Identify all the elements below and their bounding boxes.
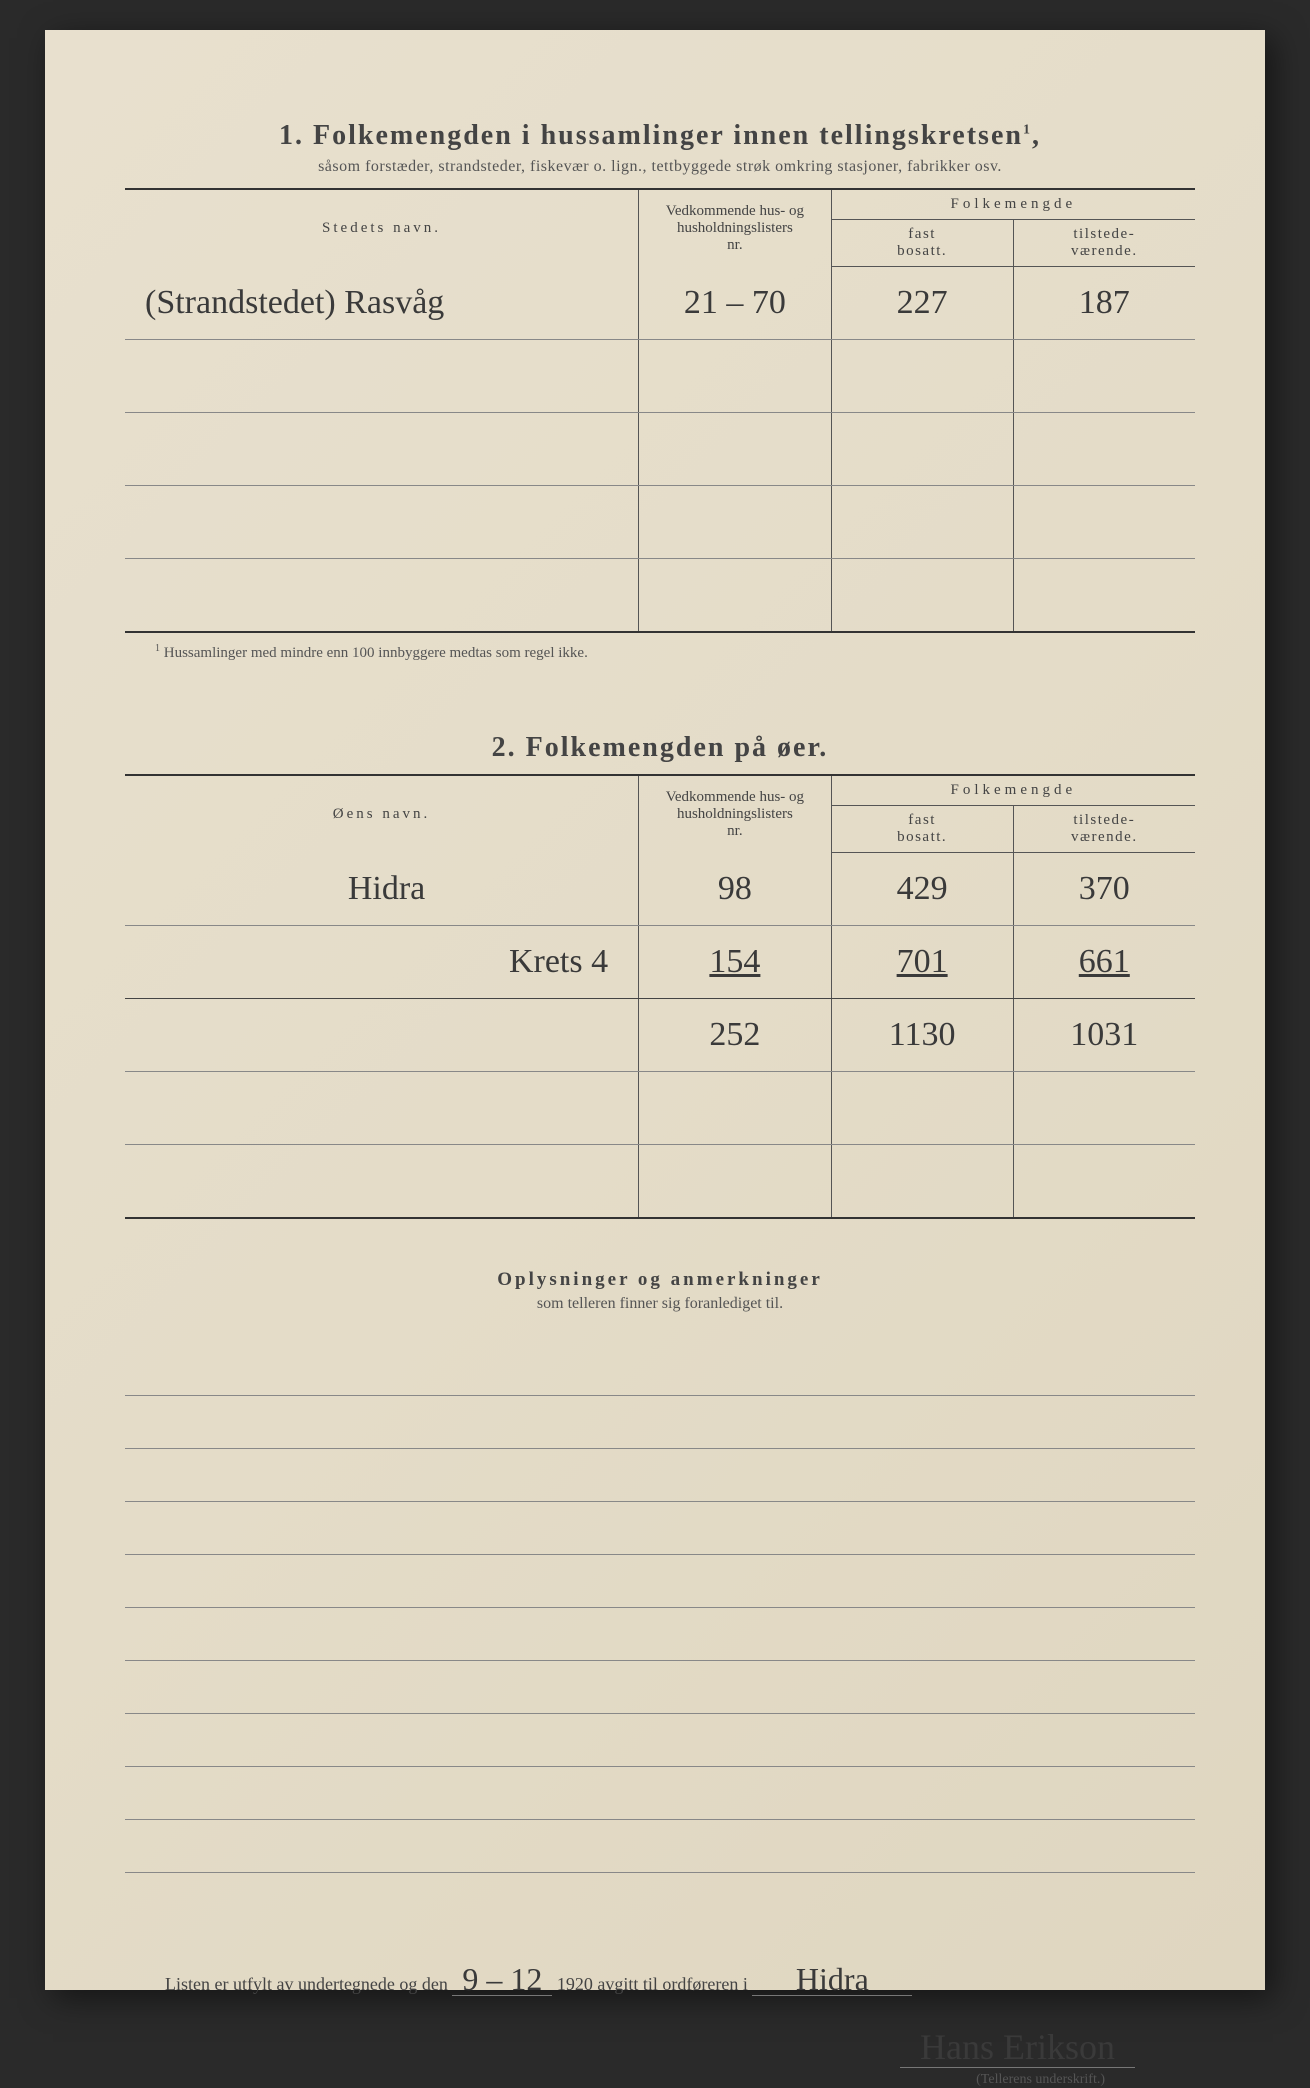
th-fast2: fast bosatt. [831, 806, 1013, 853]
cell-nr: 98 [639, 853, 832, 926]
table-row [125, 486, 1195, 559]
ruled-line [125, 1449, 1195, 1502]
document-page: 1. Folkemengden i hussamlinger innen tel… [45, 30, 1265, 1990]
ruled-line [125, 1714, 1195, 1767]
th-tilstede: tilstede- værende. [1013, 220, 1195, 267]
remarks-title: Oplysninger og anmerkninger [125, 1269, 1195, 1291]
table-row [125, 559, 1195, 632]
footer-text-after: avgitt til ordføreren i [597, 1974, 747, 1994]
table-row: Krets 4 154 701 661 [125, 926, 1195, 999]
table-row [125, 340, 1195, 413]
th-nr: Vedkommende hus- og husholdningslisters … [639, 190, 832, 267]
cell-fast: 227 [831, 267, 1013, 340]
cell-til: 661 [1013, 926, 1195, 999]
th-folkemengde2: Folkemengde [831, 776, 1195, 806]
cell-fast: 429 [831, 853, 1013, 926]
cell-nr: 154 [639, 926, 832, 999]
th-nr2: Vedkommende hus- og husholdningslisters … [639, 776, 832, 853]
table-row [125, 1145, 1195, 1218]
cell-name [125, 999, 639, 1072]
table-row: (Strandstedet) Rasvåg 21 – 70 227 187 [125, 267, 1195, 340]
section2-title: 2. Folkemengden på øer. [125, 732, 1195, 764]
table-row [125, 1072, 1195, 1145]
section1-title: 1. Folkemengden i hussamlinger innen tel… [125, 120, 1195, 152]
table-row: 252 1130 1031 [125, 999, 1195, 1072]
cell-fast: 1130 [831, 999, 1013, 1072]
section1-title-comma: , [1032, 120, 1041, 151]
cell-til: 187 [1013, 267, 1195, 340]
cell-nr: 252 [639, 999, 832, 1072]
ruled-line [125, 1555, 1195, 1608]
cell-nr: 21 – 70 [639, 267, 832, 340]
section1-bottom-rule [125, 631, 1195, 633]
footer-year: 1920 [557, 1974, 593, 1994]
section2-table: Øens navn. Vedkommende hus- og husholdni… [125, 776, 1195, 1217]
signature-label: (Tellerens underskrift.) [125, 2072, 1195, 2088]
th-tilstede2: tilstede- værende. [1013, 806, 1195, 853]
cell-name: Hidra [125, 853, 639, 926]
section1-footnote: 1 Hussamlinger med mindre enn 100 innbyg… [125, 643, 1195, 662]
ruled-line [125, 1502, 1195, 1555]
cell-name: (Strandstedet) Rasvåg [125, 267, 639, 340]
cell-til: 370 [1013, 853, 1195, 926]
th-fast: fast bosatt. [831, 220, 1013, 267]
ruled-line [125, 1608, 1195, 1661]
table-row [125, 413, 1195, 486]
cell-fast: 701 [831, 926, 1013, 999]
ruled-line [125, 1820, 1195, 1873]
ruled-line [125, 1767, 1195, 1820]
section2-bottom-rule [125, 1217, 1195, 1219]
ruled-line [125, 1396, 1195, 1449]
th-folkemengde: Folkemengde [831, 190, 1195, 220]
ruled-line [125, 1661, 1195, 1714]
section1-title-text: Folkemengden i hussamlinger innen tellin… [313, 120, 1023, 151]
th-stedets-navn: Stedets navn. [125, 190, 639, 267]
th-oens-navn: Øens navn. [125, 776, 639, 853]
footer-text-before: Listen er utfylt av undertegnede og den [165, 1974, 448, 1994]
cell-til: 1031 [1013, 999, 1195, 1072]
footer-line: Listen er utfylt av undertegnede og den … [125, 1963, 1195, 1996]
footer-date: 9 – 12 [452, 1963, 552, 1996]
section1-table: Stedets navn. Vedkommende hus- og hushol… [125, 190, 1195, 631]
section1-number: 1. [279, 120, 304, 151]
remarks-subtitle: som telleren finner sig foranlediget til… [125, 1295, 1195, 1313]
ruled-line [125, 1343, 1195, 1396]
section1-title-sup: 1 [1023, 123, 1032, 138]
cell-name: Krets 4 [125, 926, 639, 999]
footer-place: Hidra [752, 1963, 912, 1996]
remarks-lines [125, 1343, 1195, 1873]
table-row: Hidra 98 429 370 [125, 853, 1195, 926]
signature-block: Hans Erikson [125, 2026, 1195, 2068]
section1-subtitle: såsom forstæder, strandsteder, fiskevær … [125, 158, 1195, 176]
